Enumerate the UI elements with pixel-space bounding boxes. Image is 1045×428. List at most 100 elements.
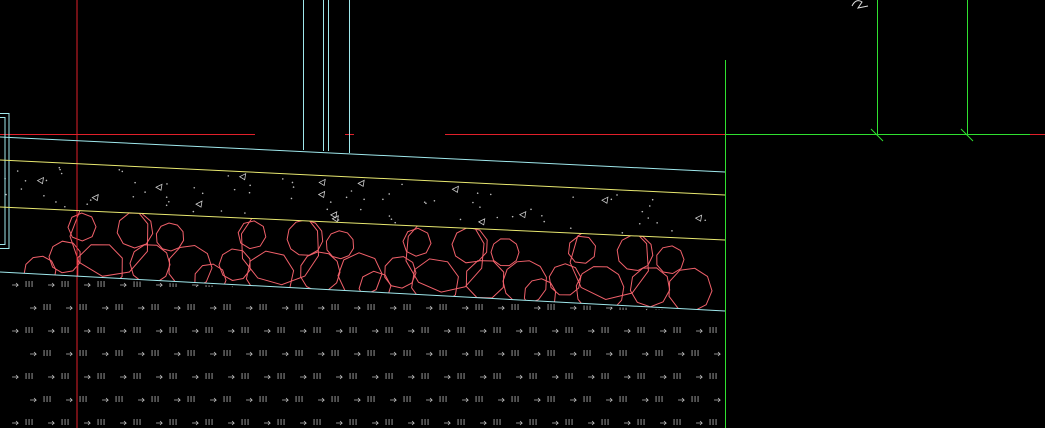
- soil-mark: [390, 350, 411, 357]
- soil-mark: [30, 350, 51, 357]
- aggregate: [476, 192, 479, 195]
- aggregate: [58, 166, 61, 169]
- soil-mark: [336, 419, 357, 426]
- soil-mark: [12, 327, 33, 334]
- soil-mark: [408, 373, 429, 380]
- soil-mark: [156, 373, 177, 380]
- soil-mark: [588, 281, 609, 288]
- soil-mark: [174, 396, 195, 403]
- soil-mark: [696, 373, 717, 380]
- soil-mark: [300, 281, 321, 288]
- soil-mark: [606, 396, 627, 403]
- soil-mark: [210, 304, 231, 311]
- aggregate: [317, 190, 326, 199]
- soil-mark: [480, 281, 501, 288]
- soil-mark: [588, 327, 609, 334]
- concrete-hatch: [4, 166, 707, 234]
- aggregate: [641, 210, 644, 213]
- soil-mark: [318, 350, 339, 357]
- soil-mark: [318, 396, 339, 403]
- gravel-stone: [384, 256, 417, 289]
- soil-mark: [408, 419, 429, 426]
- gravel-stone: [629, 267, 671, 308]
- soil-mark: [714, 304, 724, 311]
- aggregate: [238, 172, 247, 181]
- gravel-stone: [575, 266, 625, 311]
- soil-mark: [552, 419, 573, 426]
- soil-mark: [30, 304, 51, 311]
- soil-mark: [138, 396, 159, 403]
- gravel-stone: [668, 267, 713, 311]
- gravel-stone: [245, 250, 295, 299]
- soil-mark: [282, 350, 303, 357]
- aggregate: [382, 198, 384, 201]
- aggregate: [233, 188, 236, 191]
- aggregate: [248, 191, 251, 194]
- aggregate: [144, 191, 146, 193]
- gravel-stone: [67, 212, 97, 242]
- soil-mark: [552, 281, 573, 288]
- aggregate: [601, 196, 609, 204]
- aggregate: [165, 196, 168, 198]
- soil-mark: [642, 350, 663, 357]
- soil-mark: [120, 419, 141, 426]
- soil-mark: [246, 396, 267, 403]
- soil-mark: [498, 304, 519, 311]
- aggregate: [394, 221, 396, 224]
- soil-mark: [318, 304, 339, 311]
- soil-mark: [354, 350, 375, 357]
- soil-mark: [300, 419, 321, 426]
- soil-mark: [696, 281, 717, 288]
- aggregate: [281, 178, 284, 180]
- soil-mark: [534, 396, 555, 403]
- soil-mark: [660, 419, 681, 426]
- soil-mark: [660, 373, 681, 380]
- soil-mark: [624, 281, 645, 288]
- aggregate: [195, 200, 203, 208]
- aggregate: [511, 215, 514, 218]
- soil-mark: [138, 350, 159, 357]
- aggregate: [134, 181, 136, 184]
- soil-mark: [444, 373, 465, 380]
- soil-mark: [372, 419, 393, 426]
- soil-mark: [462, 304, 483, 311]
- soil-mark: [48, 373, 69, 380]
- aggregate: [20, 188, 23, 190]
- aggregate: [472, 201, 474, 204]
- aggregate: [638, 222, 641, 225]
- soil-mark: [462, 350, 483, 357]
- aggregate: [489, 193, 492, 196]
- soil-mark: [372, 327, 393, 334]
- soil-mark: [84, 419, 105, 426]
- aggregate: [45, 179, 48, 182]
- aggregate: [227, 175, 230, 177]
- aggregate: [648, 205, 651, 207]
- soil-mark: [696, 419, 717, 426]
- aggregate: [167, 200, 170, 203]
- soil-mark: [102, 350, 123, 357]
- soil-mark: [192, 373, 213, 380]
- soil-mark: [192, 419, 213, 426]
- aggregate: [345, 196, 348, 199]
- aggregate: [244, 212, 246, 214]
- green-line: [725, 0, 1030, 428]
- gravel-stone: [567, 235, 597, 264]
- soil-mark: [336, 327, 357, 334]
- aggregate: [337, 219, 340, 221]
- soil-mark: [174, 304, 195, 311]
- aggregate: [572, 196, 574, 198]
- soil-mark: [426, 304, 447, 311]
- soil-mark: [66, 396, 87, 403]
- soil-mark: [588, 419, 609, 426]
- soil-mark: [678, 396, 699, 403]
- soil-mark: [156, 281, 177, 288]
- soil-mark: [570, 304, 591, 311]
- soil-mark: [156, 419, 177, 426]
- gravel-stone: [69, 207, 149, 277]
- soil-mark: [48, 327, 69, 334]
- aggregate: [86, 203, 89, 205]
- aggregate: [326, 208, 329, 211]
- aggregate: [292, 186, 295, 188]
- soil-mark: [300, 373, 321, 380]
